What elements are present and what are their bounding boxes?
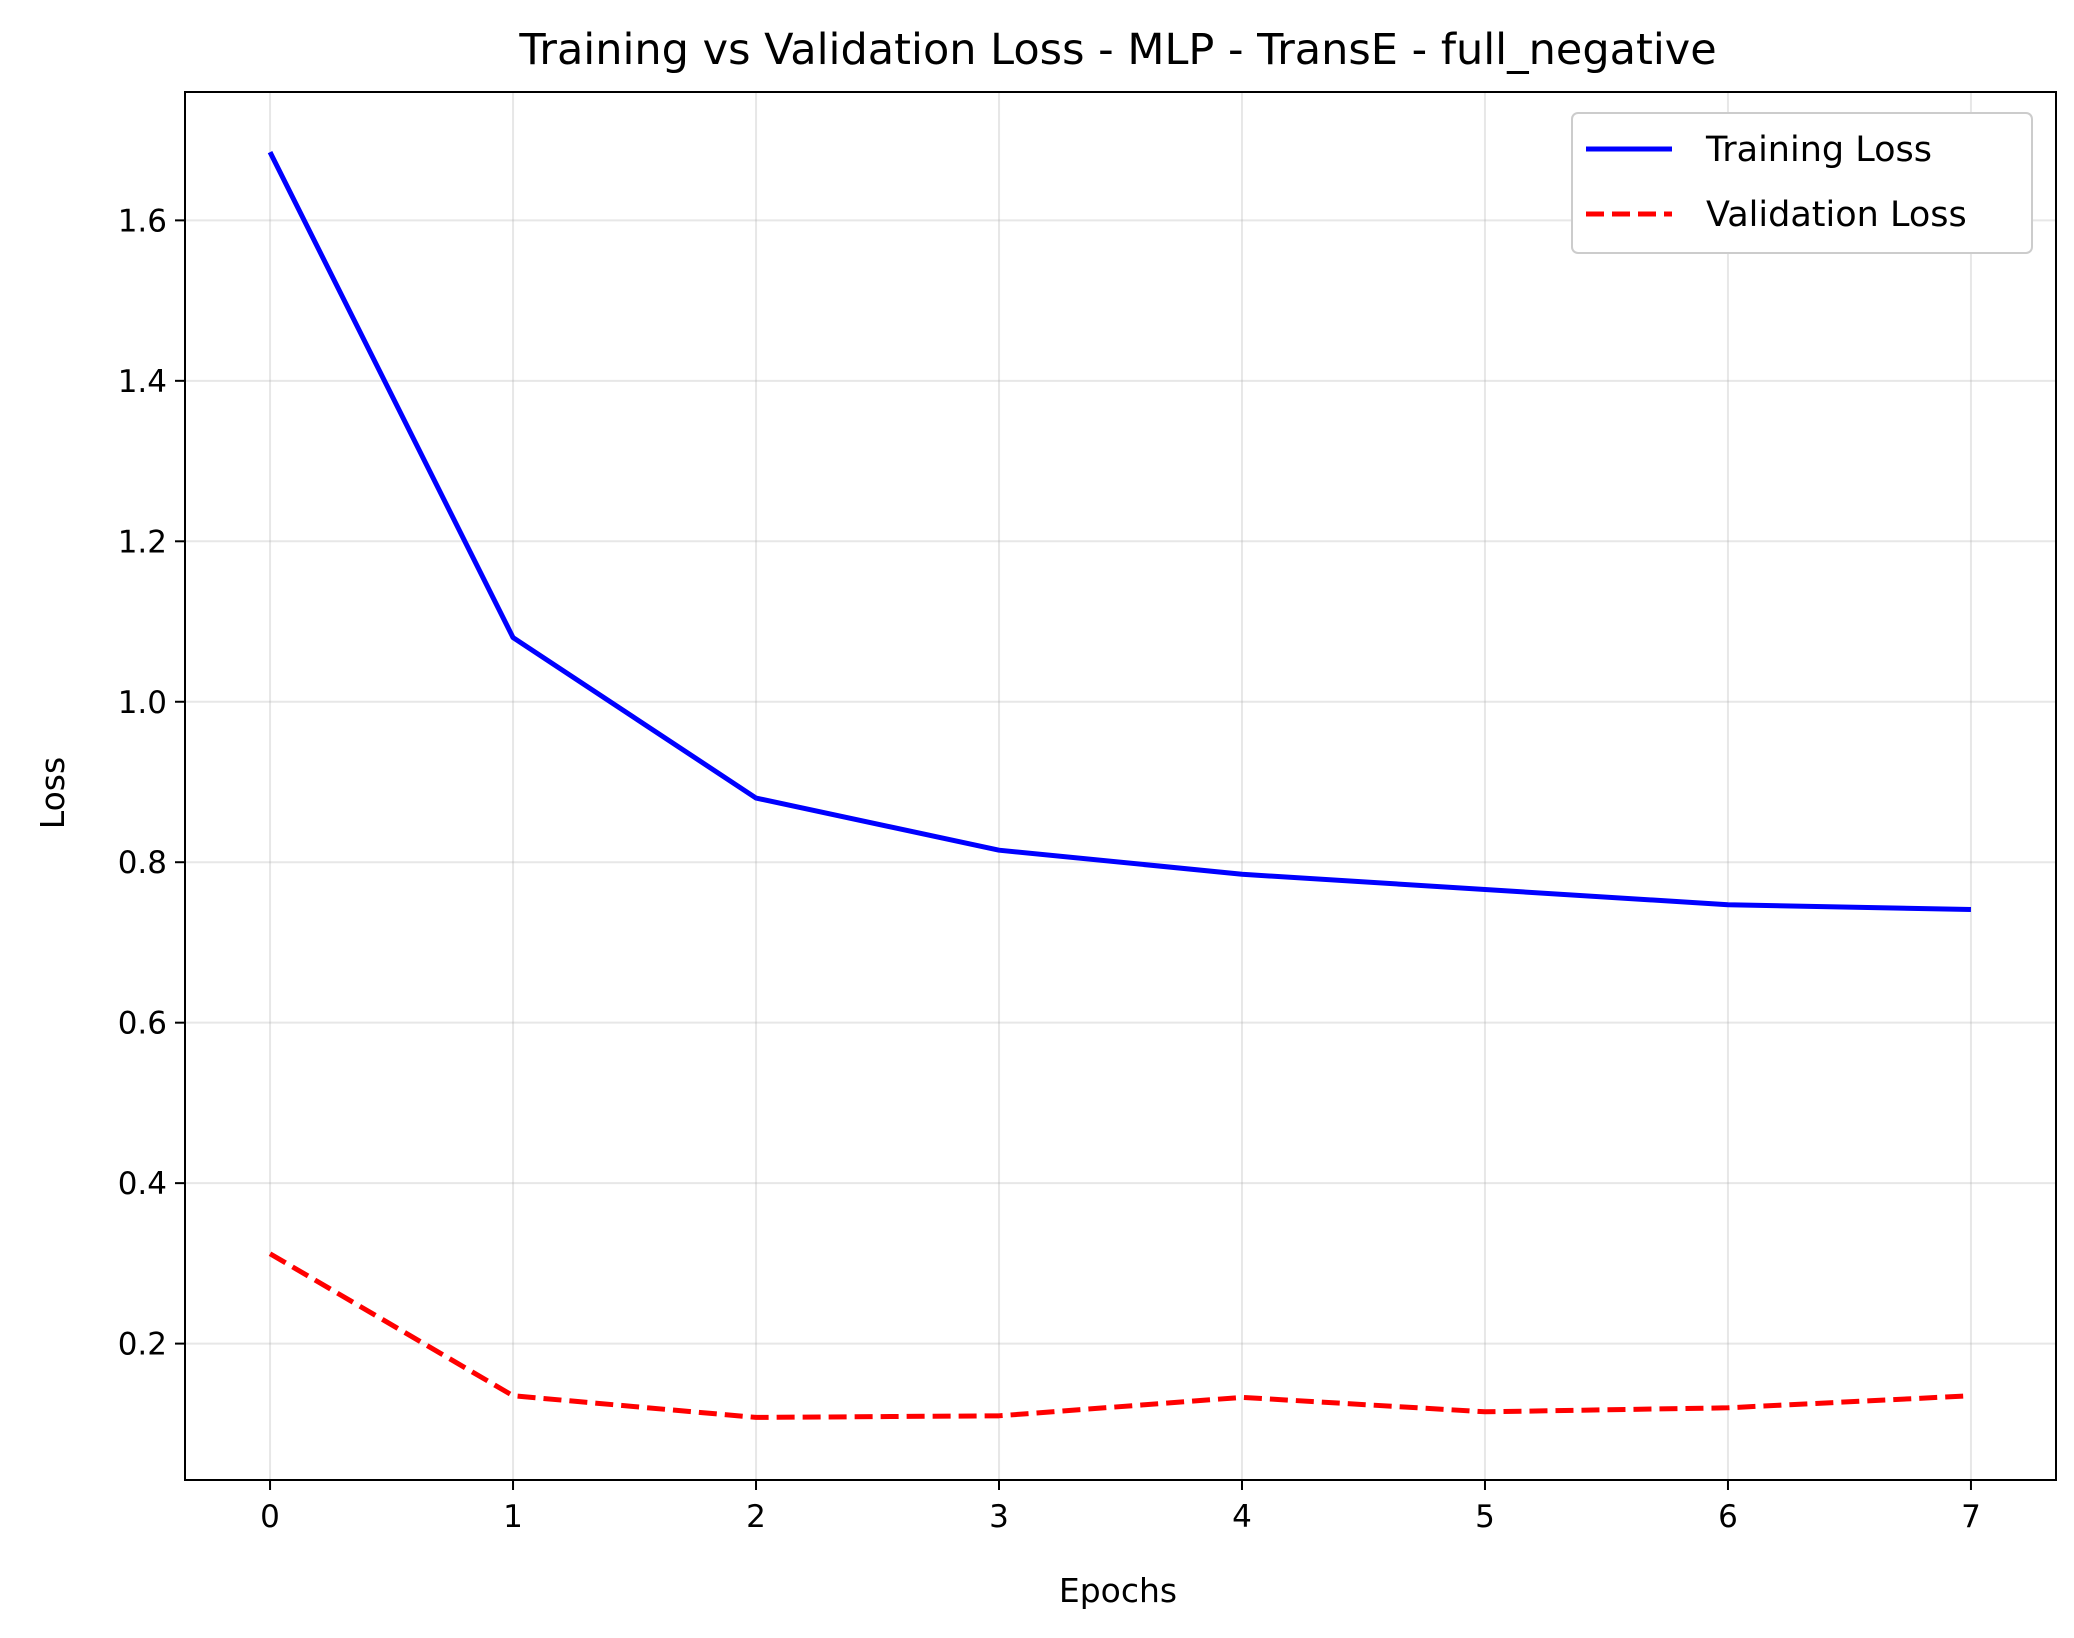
x-axis-label: Epochs — [1059, 1571, 1177, 1610]
x-tick-label: 2 — [746, 1499, 766, 1535]
y-tick-label: 1.0 — [118, 685, 167, 721]
y-tick-label: 0.6 — [118, 1006, 167, 1042]
legend: Training Loss Validation Loss — [1571, 112, 2033, 254]
x-tick-label: 0 — [260, 1499, 280, 1535]
y-tick-label: 1.4 — [118, 364, 167, 400]
x-tick-label: 1 — [503, 1499, 523, 1535]
series-line-validation-loss — [268, 1251, 1972, 1420]
legend-box — [1571, 112, 2033, 254]
series-line-training-loss — [267, 151, 1972, 913]
x-tick-label: 7 — [1961, 1499, 1981, 1535]
chart-title: Training vs Validation Loss - MLP - Tran… — [518, 25, 1716, 75]
series-lines — [267, 151, 1972, 1420]
axis-ticks: 0 1 2 3 4 5 6 7 0.2 0.4 0.6 0.8 1.0 1.2 1.4 1.6 — [118, 203, 1981, 1535]
legend-label-validation-loss: Validation Loss — [1706, 195, 1967, 235]
x-tick-label: 3 — [989, 1499, 1009, 1535]
y-tick-label: 0.4 — [118, 1166, 167, 1202]
legend-label-training-loss: Training Loss — [1705, 130, 1932, 170]
x-tick-label: 5 — [1475, 1499, 1495, 1535]
y-tick-label: 0.8 — [118, 845, 167, 881]
grid — [185, 92, 2056, 1480]
y-tick-label: 1.2 — [118, 524, 167, 560]
y-tick-label: 0.2 — [118, 1327, 167, 1363]
y-axis-label: Loss — [33, 757, 72, 829]
x-tick-label: 6 — [1718, 1499, 1738, 1535]
x-tick-label: 4 — [1232, 1499, 1252, 1535]
y-tick-label: 1.6 — [118, 203, 167, 239]
plot-area-frame — [184, 91, 2057, 1481]
